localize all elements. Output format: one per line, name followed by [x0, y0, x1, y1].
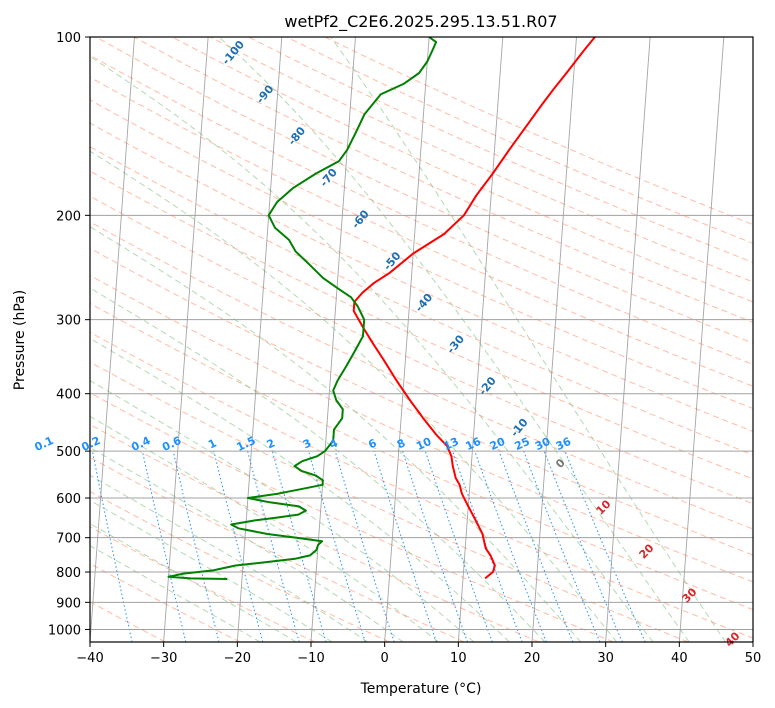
mixing-ratio-line [308, 450, 366, 642]
isotherm [457, 37, 504, 642]
dry-adiabat [90, 76, 753, 387]
isotherm [384, 37, 430, 642]
dry-adiabat [90, 247, 753, 556]
y-tick-label: 100 [56, 31, 81, 46]
x-tick-label: 20 [524, 651, 541, 666]
mixing-ratio-label: 13 [441, 435, 460, 453]
dry-adiabat [90, 221, 753, 530]
x-axis-label: Temperature (°C) [360, 681, 482, 697]
y-tick-label: 200 [56, 209, 81, 224]
tick-layer: −40 −30 −20 −10 0 10 20 30 40 50 100 200 300 400 500 60… [48, 31, 761, 666]
mixing-ratio-line [424, 450, 493, 642]
grid-layer [90, 37, 753, 642]
moist-adiabat [90, 287, 546, 642]
temperature-line [352, 37, 596, 580]
dry-adiabat [90, 361, 689, 642]
x-tick-label: 50 [745, 651, 762, 666]
isotherm [163, 37, 209, 642]
mixing-ratio-line [452, 450, 523, 642]
moist-adiabat [90, 415, 439, 642]
y-tick-label: 700 [56, 532, 81, 547]
mixing-ratio-label: 10 [414, 435, 434, 453]
dry-adiabat [90, 456, 465, 642]
dewpoint-line [167, 37, 438, 580]
isotherm [531, 37, 577, 642]
x-tick-label: 10 [450, 651, 467, 666]
x-tick-label: 40 [671, 651, 688, 666]
mixing-ratio-label: 36 [554, 435, 574, 453]
mixing-ratio-line [498, 450, 574, 642]
y-tick-label: 900 [56, 596, 81, 611]
mixing-ratio-label: 30 [533, 435, 553, 453]
isotherm [752, 635, 753, 642]
dry-adiabat [171, 37, 753, 303]
y-tick-label: 800 [56, 566, 81, 581]
y-tick-label: 600 [56, 492, 81, 507]
isotherm [90, 37, 135, 642]
mixing-ratio-line [543, 450, 623, 642]
mixing-ratio-line [271, 450, 327, 642]
dry-adiabat [90, 170, 753, 480]
mixing-ratio-line [373, 450, 437, 642]
moist-adiabat [218, 37, 690, 642]
mixing-ratio-line [141, 450, 187, 642]
dry-adiabat [133, 37, 753, 323]
mixing-ratio-line [402, 450, 468, 642]
x-tick-label: −30 [150, 651, 177, 666]
x-tick-label: −10 [297, 651, 324, 666]
mixing-ratio-line [523, 450, 601, 642]
mixing-ratio-label: 25 [513, 435, 532, 453]
dry-adiabat [90, 331, 753, 639]
moist-adiabat [90, 446, 404, 642]
moist-adiabat [330, 37, 726, 642]
dry-adiabat [90, 526, 315, 642]
dry-adiabat [90, 423, 539, 642]
mixing-ratio-line [91, 451, 133, 642]
mixing-ratio-label: 0.1 [32, 434, 55, 454]
y-tick-label: 1000 [48, 623, 81, 638]
mixing-ratio-line [247, 450, 300, 642]
mixing-ratio-line [474, 450, 547, 642]
y-tick-label: 400 [56, 388, 81, 403]
dry-adiabat [90, 562, 241, 642]
x-tick-label: 30 [597, 651, 614, 666]
isotherm [605, 37, 651, 642]
isotherm [678, 37, 725, 642]
mixing-ratio-line [172, 450, 220, 642]
plot-frame [89, 36, 754, 643]
x-tick-label: −20 [224, 651, 251, 666]
mixing-ratio-label: 20 [488, 435, 508, 453]
y-tick-label: 300 [56, 314, 81, 329]
x-tick-label: 0 [381, 651, 389, 666]
dry-adiabat [90, 54, 753, 365]
y-axis-label: Pressure (hPa) [12, 290, 28, 390]
dry-adiabat [90, 146, 753, 456]
dry-adiabat [90, 195, 753, 505]
isotherm [236, 37, 283, 642]
profile-lines [167, 37, 596, 580]
mixing-ratio-label: 16 [464, 435, 484, 453]
y-tick-label: 500 [56, 445, 81, 460]
x-tick-label: −40 [76, 651, 103, 666]
moist-adiabat [90, 55, 654, 642]
chart-title: wetPf2_C2E6.2025.295.13.51.R07 [284, 12, 557, 32]
